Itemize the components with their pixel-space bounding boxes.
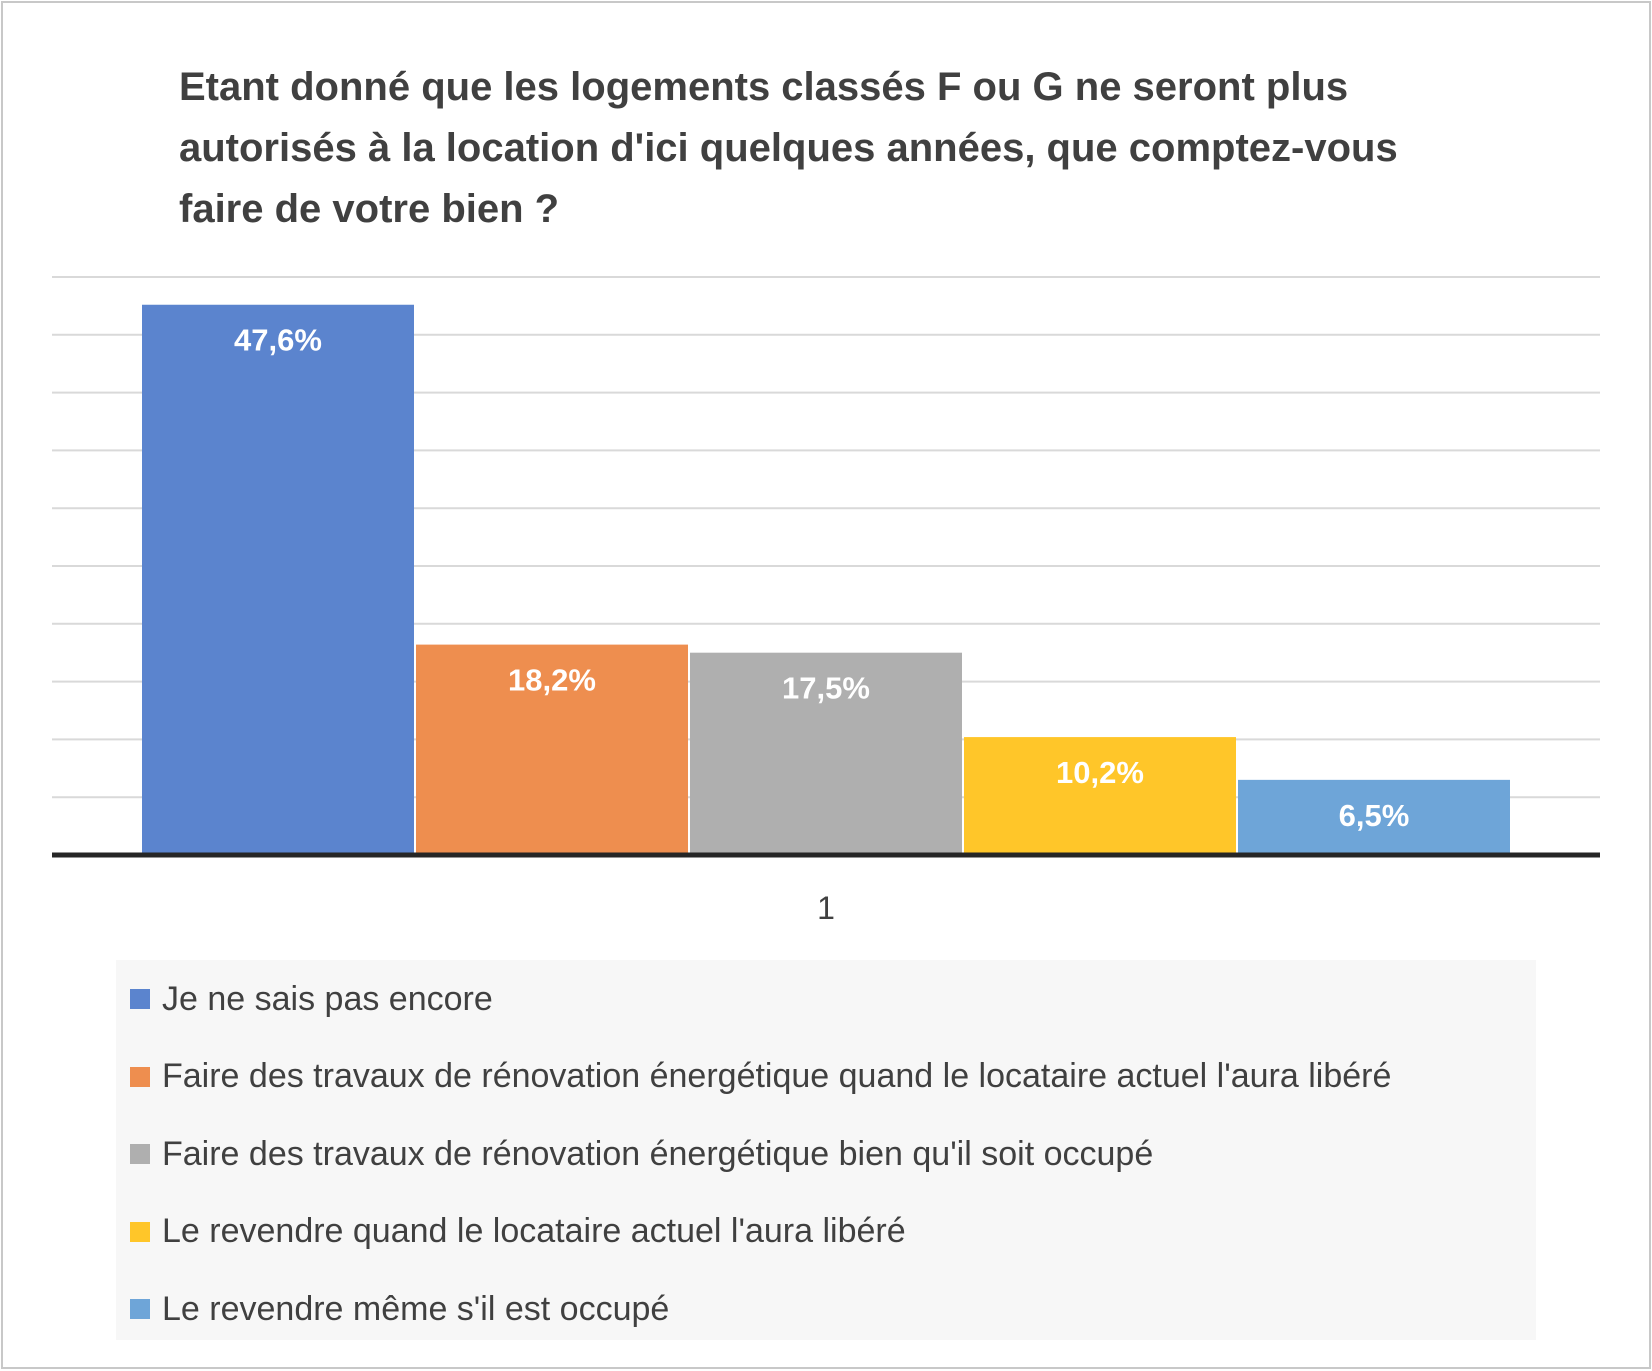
bar	[142, 304, 414, 855]
x-tick-label: 1	[817, 890, 835, 926]
legend-item: Le revendre même s'il est occupé	[130, 1289, 669, 1329]
legend-item: Faire des travaux de rénovation énergéti…	[130, 1057, 1391, 1097]
data-label: 47,6%	[234, 323, 322, 358]
legend-swatch	[130, 1221, 150, 1242]
data-label: 18,2%	[508, 663, 596, 698]
bar	[1238, 779, 1510, 855]
legend-swatch	[130, 1066, 150, 1087]
legend-label: Faire des travaux de rénovation énergéti…	[162, 1057, 1392, 1095]
legend-item: Faire des travaux de rénovation énergéti…	[130, 1134, 1153, 1174]
legend-label: Faire des travaux de rénovation énergéti…	[162, 1134, 1154, 1173]
legend-label: Le revendre quand le locataire actuel l'…	[162, 1212, 906, 1250]
data-label: 17,5%	[782, 671, 870, 706]
legend: Je ne sais pas encore Faire des travaux d…	[116, 960, 1536, 1340]
bar	[690, 652, 962, 855]
legend-item: Je ne sais pas encore	[130, 979, 493, 1019]
legend-swatch	[130, 989, 150, 1009]
chart-title: Etant donné que les logements classés F …	[179, 65, 1398, 231]
bar	[964, 737, 1236, 855]
legend-label: Le revendre même s'il est occupé	[162, 1289, 670, 1328]
data-label: 6,5%	[1339, 798, 1410, 833]
legend-swatch	[130, 1299, 150, 1319]
legend-label: Je ne sais pas encore	[162, 979, 493, 1018]
bar	[416, 644, 688, 855]
legend-swatch	[130, 1144, 150, 1164]
data-label: 10,2%	[1056, 755, 1144, 790]
legend-item: Le revendre quand le locataire actuel l'…	[130, 1212, 906, 1252]
